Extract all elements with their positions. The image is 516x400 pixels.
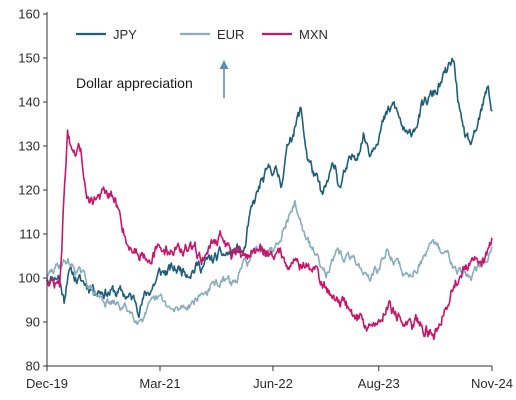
y-tick-label: 130 xyxy=(18,139,40,154)
y-tick-label: 140 xyxy=(18,95,40,110)
annotation-text: Dollar appreciation xyxy=(76,75,193,91)
y-tick-label: 150 xyxy=(18,51,40,66)
x-tick-label: Aug-23 xyxy=(358,376,400,391)
legend-item-jpy: JPY xyxy=(76,27,137,42)
legend-item-eur: EUR xyxy=(180,27,244,42)
y-axis-ticks: 80 90 100 110 120 130 140 150 160 xyxy=(18,7,47,374)
x-tick-label: Jun-22 xyxy=(253,376,293,391)
x-axis-ticks: Dec-19 Mar-21 Jun-22 Aug-23 Nov-24 xyxy=(26,366,513,391)
legend-item-mxn: MXN xyxy=(262,27,328,42)
x-tick-label: Mar-21 xyxy=(139,376,180,391)
series-line-jpy xyxy=(46,57,493,319)
y-tick-label: 110 xyxy=(19,227,40,242)
y-tick-label: 160 xyxy=(18,7,40,22)
legend-label: EUR xyxy=(217,27,244,42)
series-layer xyxy=(46,57,493,341)
legend-label: MXN xyxy=(299,27,328,42)
y-tick-label: 80 xyxy=(26,359,40,374)
legend: JPY EUR MXN xyxy=(76,27,328,42)
x-tick-label: Dec-19 xyxy=(26,376,68,391)
legend-label: JPY xyxy=(113,27,137,42)
y-tick-label: 90 xyxy=(26,315,40,330)
series-line-mxn xyxy=(46,129,493,341)
arrow-head-icon xyxy=(219,60,229,69)
x-tick-label: Nov-24 xyxy=(471,376,513,391)
annotation: Dollar appreciation xyxy=(76,60,229,98)
y-tick-label: 100 xyxy=(18,271,40,286)
axis-layer xyxy=(46,12,492,367)
series-line-eur xyxy=(46,199,493,326)
y-tick-label: 120 xyxy=(18,183,40,198)
